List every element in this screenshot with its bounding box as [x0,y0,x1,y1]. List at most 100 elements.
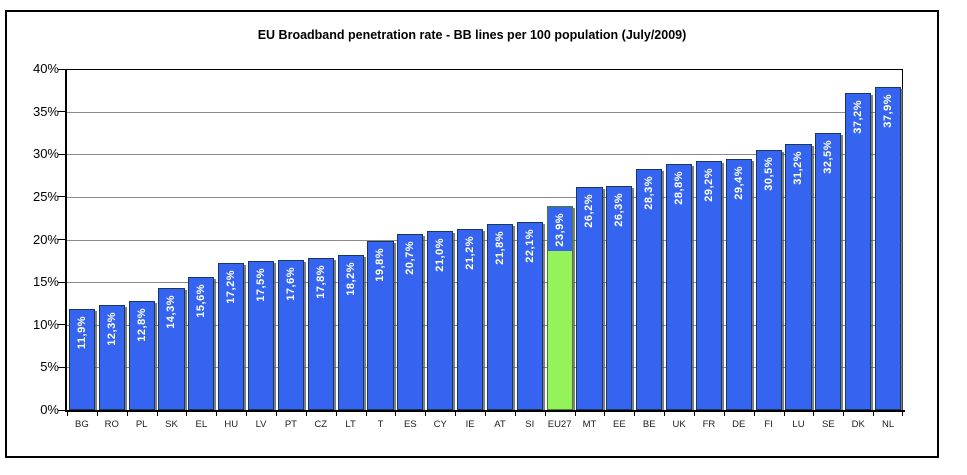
bar-DK: 37,2% [845,92,872,410]
bar-value-label: 28,3% [643,175,656,210]
bar-value-label: 22,1% [523,228,536,263]
bar-value-label: 17,6% [284,266,297,301]
x-axis-tick [455,412,457,416]
x-axis-label-HU: HU [224,419,239,430]
bar-PT: 17,6% [277,259,304,410]
y-axis-tick [58,409,66,411]
x-axis-label-FI: FI [764,419,773,430]
bar-LU: 31,2% [785,144,812,410]
x-axis-label-IE: IE [465,419,475,430]
x-axis-tick [813,412,815,416]
bar-value-label: 28,8% [673,171,686,206]
x-axis-tick [216,412,218,416]
x-axis-tick [335,412,337,416]
bar-value-label: 29,4% [732,166,745,201]
bar-value-label: 21,2% [464,236,477,270]
gridline-25 [67,196,903,198]
highlight-label-background [547,207,572,252]
y-axis-label: 10% [32,316,59,332]
bar-BE: 28,3% [636,168,663,410]
bar-value-label: 18,2% [344,261,357,296]
x-axis-tick [186,412,188,416]
x-axis-tick [126,412,128,416]
bar-value-label: 17,5% [255,267,268,302]
x-axis-label-AT: AT [494,419,506,430]
gridline-10 [67,324,903,326]
x-axis-label-FR: FR [702,419,716,430]
bar-DE: 29,4% [725,159,752,410]
bar-value-label: 21,0% [434,237,447,272]
y-axis-tick [58,68,66,70]
bar-value-label: 17,2% [225,270,238,305]
y-axis-tick [58,196,66,198]
bar-value-label: 21,8% [493,231,506,265]
x-axis-label-EU27: EU27 [547,419,572,430]
x-axis-tick [67,412,68,416]
x-axis-tick [156,412,158,416]
x-axis-label-CZ: CZ [314,419,328,430]
bar-CY: 21,0% [427,230,454,410]
x-axis-tick [514,412,516,416]
chart-frame: EU Broadband penetration rate - BB lines… [5,10,939,458]
bar-SI: 22,1% [516,221,543,410]
bar-EL: 15,6% [188,277,215,410]
x-axis-tick [634,412,636,416]
x-axis-label-PT: PT [284,419,297,430]
bar-SE: 32,5% [815,132,842,410]
y-axis-tick [58,111,66,113]
bar-value-label: 19,8% [374,248,387,282]
x-axis-tick [783,412,785,416]
bar-value-label: 30,5% [762,157,775,191]
bar-PL: 12,8% [128,300,155,410]
gridline-20 [67,239,903,241]
gridline-35 [67,111,903,113]
x-axis-tick [305,412,307,416]
x-axis-label-ES: ES [404,419,417,430]
x-axis-tick [395,412,397,416]
x-axis-tick [425,412,427,416]
y-axis-label: 15% [32,274,59,290]
x-axis-label-UK: UK [672,419,686,430]
bar-RO: 12,3% [98,305,125,410]
gridline-30 [67,154,903,156]
bar-value-label: 23,9% [553,213,566,247]
x-axis-label-LT: LT [345,419,356,430]
bar-EU27: 23,9% [546,206,573,410]
x-axis-tick [753,412,755,416]
gridline-5 [67,367,903,369]
x-axis-label-EL: EL [195,419,208,430]
y-axis-tick [58,281,66,283]
x-axis-tick [664,412,666,416]
bar-NL: 37,9% [875,86,902,410]
x-axis-tick [485,412,486,416]
x-axis-label-MT: MT [582,419,597,430]
bar-value-label: 17,8% [314,265,327,299]
bar-FI: 30,5% [755,150,782,410]
y-axis-label: 25% [32,188,59,204]
y-axis-tick [58,153,66,155]
bar-value-label: 37,9% [882,93,895,128]
bar-value-label: 29,2% [702,168,715,202]
x-axis-label-CY: CY [433,419,447,430]
x-axis-tick [96,412,98,416]
bar-value-label: 12,8% [135,307,148,342]
bar-AT: 21,8% [486,224,513,410]
x-axis-label-DE: DE [732,419,746,430]
y-axis-tick [58,324,66,326]
bar-value-label: 15,6% [195,284,208,318]
x-axis-label-LV: LV [255,419,267,430]
bar-value-label: 26,2% [583,193,596,228]
y-axis-tick [58,366,66,368]
x-axis-label-DK: DK [851,419,865,430]
chart-title: EU Broadband penetration rate - BB lines… [257,28,687,42]
x-axis-label-SK: SK [165,419,178,430]
y-axis-label: 30% [32,146,59,162]
bar-LV: 17,5% [248,260,275,410]
x-axis-label-SI: SI [525,419,535,430]
bar-value-label: 26,3% [613,192,626,227]
bar-value-label: 31,2% [792,151,805,185]
x-axis-tick [365,412,367,416]
x-axis-tick [574,412,576,416]
x-axis-label-BE: BE [642,419,656,430]
